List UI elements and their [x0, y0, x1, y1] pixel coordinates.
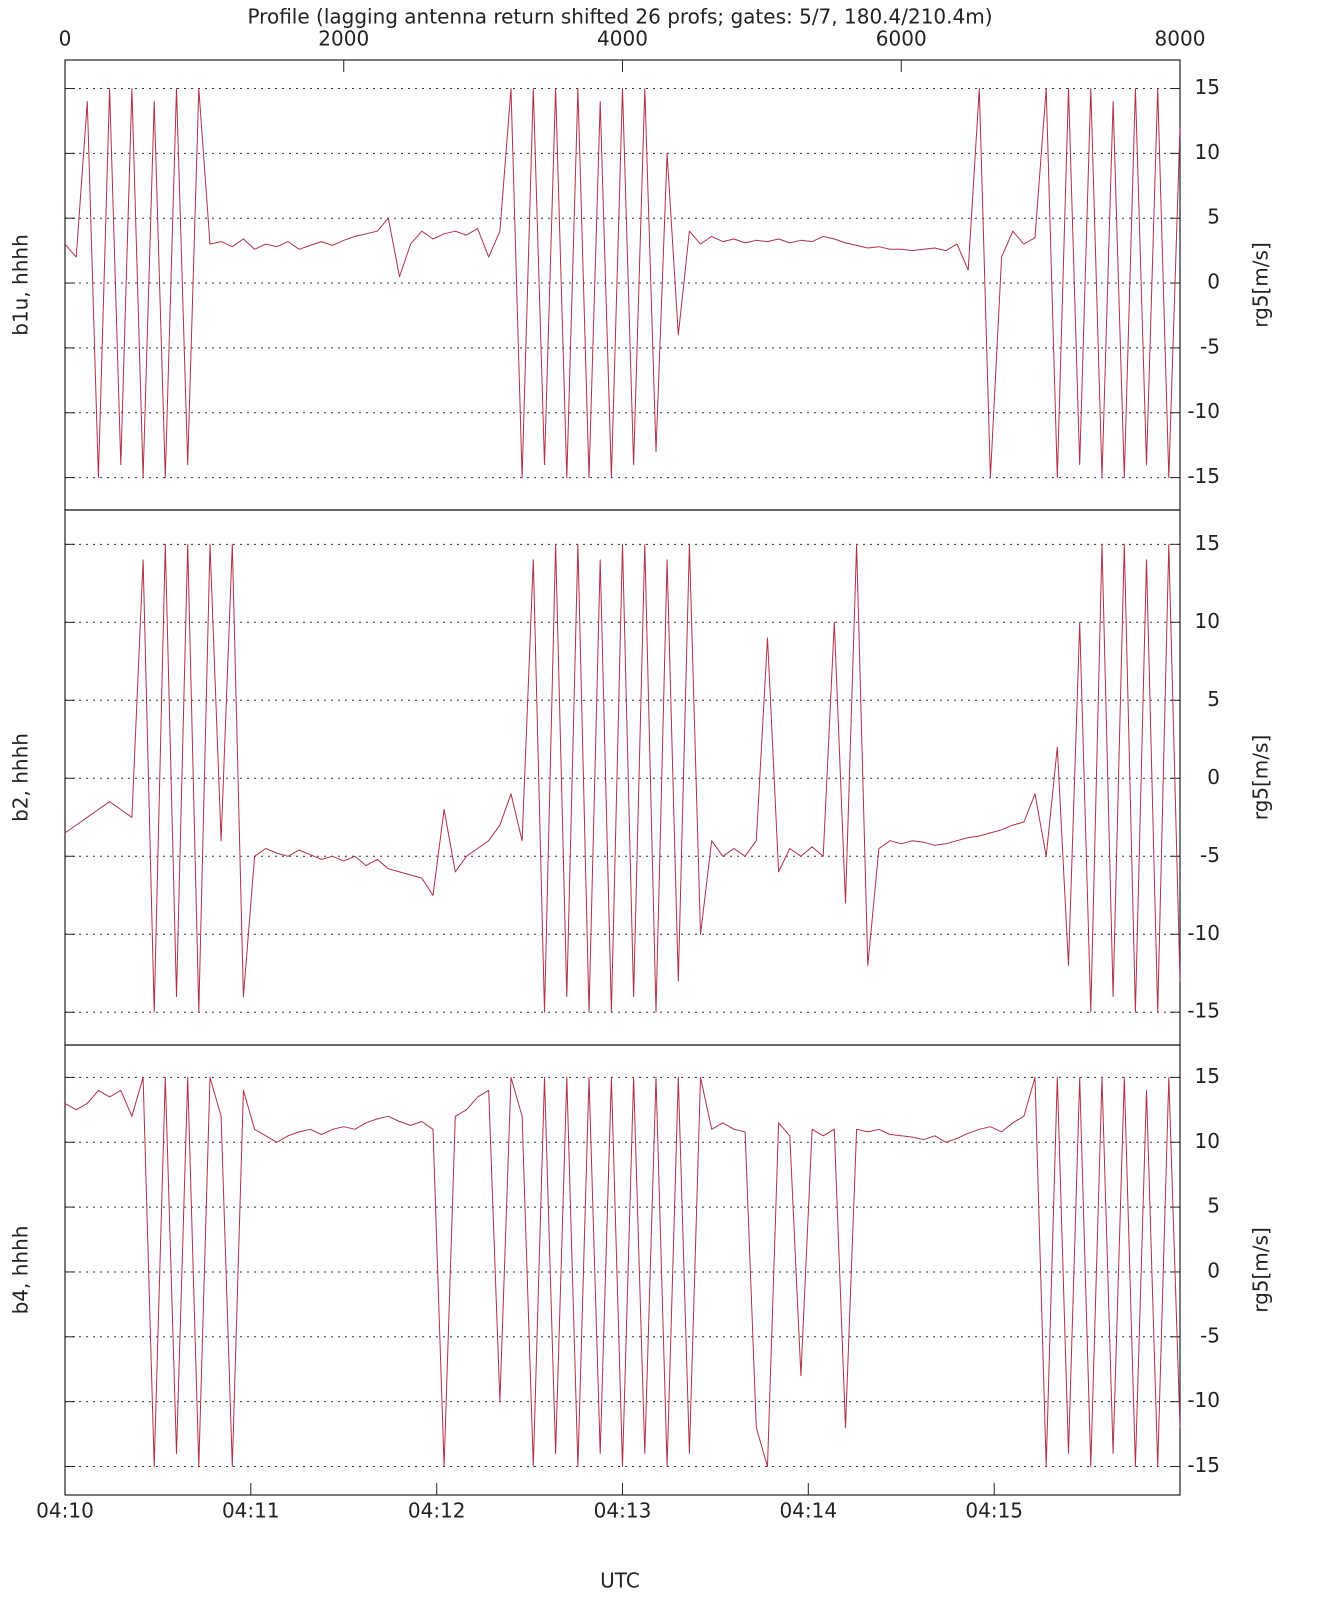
x2-tick-label: 8000	[1155, 27, 1206, 51]
x2-tick-label: 4000	[597, 27, 648, 51]
y2-tick-label: 0	[1207, 765, 1220, 789]
y2-tick-label: -15	[1187, 999, 1220, 1023]
y-axis-label: b2, hhhh	[9, 733, 33, 822]
y2-tick-label: 5	[1207, 1194, 1220, 1218]
x-axis-label: UTC	[600, 1569, 640, 1593]
y2-tick-label: -10	[1187, 921, 1220, 945]
x-tick-label: 04:13	[594, 1499, 652, 1523]
y2-tick-label: -5	[1200, 1323, 1220, 1347]
y2-axis-label: rg5[m/s]	[1249, 735, 1273, 821]
y2-tick-label: -15	[1187, 464, 1220, 488]
y2-tick-label: 10	[1195, 609, 1220, 633]
data-line	[64, 1076, 1181, 1467]
y2-tick-label: 5	[1207, 687, 1220, 711]
x2-tick-label: 6000	[876, 27, 927, 51]
panel-frame	[64, 1044, 1181, 1496]
y2-tick-label: 15	[1195, 75, 1220, 99]
y2-tick-label: 15	[1195, 531, 1220, 555]
y2-tick-label: 0	[1207, 270, 1220, 294]
y2-tick-label: -10	[1187, 399, 1220, 423]
y-axis-label: b1u, hhhh	[9, 234, 33, 336]
y2-tick-label: -10	[1187, 1388, 1220, 1412]
y2-axis-label: rg5[m/s]	[1249, 1227, 1273, 1313]
y2-tick-label: 10	[1195, 1129, 1220, 1153]
x2-tick-label: 0	[59, 27, 72, 51]
panel-frame	[64, 509, 1181, 1046]
y2-tick-label: -5	[1200, 843, 1220, 867]
x-tick-label: 04:12	[408, 1499, 466, 1523]
y2-tick-label: 0	[1207, 1258, 1220, 1282]
data-line	[64, 543, 1181, 1013]
x-tick-label: 04:15	[965, 1499, 1023, 1523]
x2-tick-label: 2000	[318, 27, 369, 51]
y2-tick-label: -15	[1187, 1453, 1220, 1477]
y2-tick-label: -5	[1200, 334, 1220, 358]
y2-axis-label: rg5[m/s]	[1249, 242, 1273, 328]
y2-tick-label: 5	[1207, 205, 1220, 229]
x-tick-label: 04:10	[36, 1499, 94, 1523]
y-axis-label: b4, hhhh	[9, 1226, 33, 1315]
x-tick-label: 04:14	[779, 1499, 837, 1523]
chart-title: Profile (lagging antenna return shifted …	[247, 5, 992, 29]
y2-tick-label: 10	[1195, 140, 1220, 164]
panel-frame	[64, 59, 1181, 511]
y2-tick-label: 15	[1195, 1064, 1220, 1088]
data-line	[64, 88, 1181, 479]
x-tick-label: 04:11	[222, 1499, 280, 1523]
